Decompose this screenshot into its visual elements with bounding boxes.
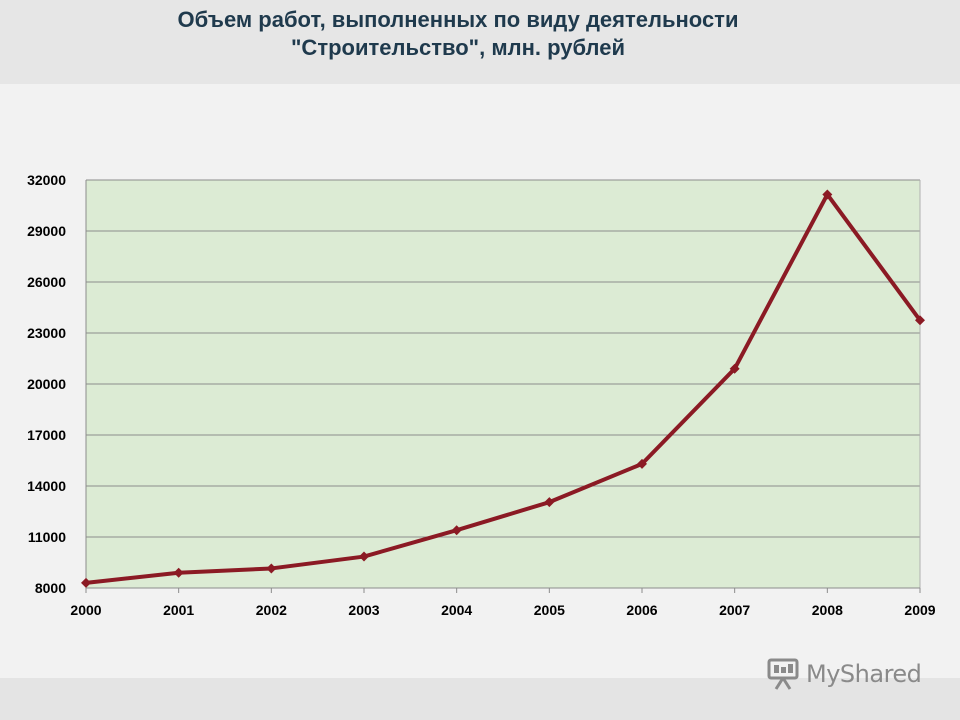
chart-title-line1: Объем работ, выполненных по виду деятель…	[177, 7, 739, 32]
y-tick-label: 20000	[27, 376, 66, 392]
chart-title-line2: "Строительство", млн. рублей	[291, 35, 625, 60]
y-tick-label: 14000	[27, 478, 66, 494]
x-tick-label: 2004	[441, 602, 472, 618]
y-tick-label: 32000	[27, 172, 66, 188]
data-point-marker	[729, 363, 740, 374]
data-point-marker	[915, 315, 925, 326]
y-tick-label: 17000	[27, 427, 66, 443]
y-tick-label: 8000	[35, 580, 66, 596]
x-tick-label: 2006	[626, 602, 657, 618]
y-tick-label: 11000	[28, 529, 66, 545]
x-tick-label: 2003	[348, 602, 379, 618]
data-point-marker	[173, 567, 184, 578]
y-tick-label: 26000	[27, 274, 66, 290]
data-point-marker	[637, 458, 647, 469]
presentation-board-icon	[767, 658, 799, 690]
x-tick-label: 2009	[904, 602, 935, 618]
x-tick-label: 2005	[534, 602, 565, 618]
data-point-marker	[266, 563, 277, 574]
data-point-marker	[544, 497, 555, 508]
x-tick-label: 2007	[719, 602, 750, 618]
data-point-marker	[359, 551, 369, 562]
x-tick-label: 2001	[163, 602, 194, 618]
watermark-text: MyShared	[806, 660, 922, 688]
x-tick-label: 2000	[70, 602, 101, 618]
y-tick-label: 29000	[27, 223, 66, 239]
x-tick-label: 2008	[812, 602, 843, 618]
data-point-marker	[451, 525, 462, 536]
watermark: MyShared	[766, 656, 922, 692]
series-line	[85, 192, 922, 585]
x-tick-label: 2002	[256, 602, 287, 618]
footer-band	[0, 678, 960, 720]
title-band	[0, 0, 960, 84]
data-point-marker	[81, 577, 91, 588]
chart-title: Объем работ, выполненных по виду деятель…	[0, 6, 916, 62]
data-point-marker	[822, 189, 833, 200]
y-tick-label: 23000	[27, 325, 66, 341]
